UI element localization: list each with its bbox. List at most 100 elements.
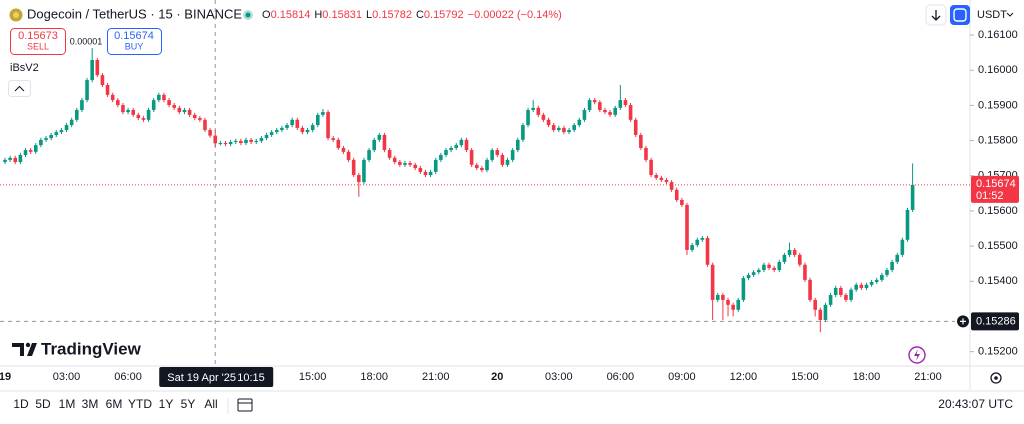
candle-body bbox=[192, 114, 197, 119]
spread: 0.00001 bbox=[70, 36, 103, 46]
ohlc-value: 0.15792 bbox=[424, 9, 464, 21]
sync-button[interactable] bbox=[950, 5, 970, 25]
candle-body bbox=[459, 139, 464, 146]
candle-body bbox=[59, 130, 64, 133]
sell-price: 0.15673 bbox=[18, 30, 58, 42]
settings-icon-center bbox=[994, 376, 998, 380]
candle-body bbox=[141, 118, 146, 120]
candle-body bbox=[833, 287, 838, 295]
y-tick-label: 0.15500 bbox=[978, 240, 1018, 252]
candle-body bbox=[674, 189, 679, 201]
current-price-box bbox=[971, 175, 1019, 203]
x-tick-label: 21:00 bbox=[914, 371, 942, 383]
candle-body bbox=[756, 270, 761, 273]
range-button[interactable]: All bbox=[204, 397, 217, 411]
candle-body bbox=[577, 119, 582, 126]
candle-body bbox=[669, 182, 674, 190]
candle-body bbox=[510, 150, 515, 160]
candle-body bbox=[274, 130, 279, 133]
crosshair-time: 10:15 bbox=[237, 372, 265, 384]
candle-body bbox=[715, 294, 720, 300]
candle-body bbox=[782, 254, 787, 262]
y-tick-label: 0.15200 bbox=[978, 346, 1018, 358]
range-button[interactable]: 1M bbox=[59, 397, 76, 411]
range-button[interactable]: 1D bbox=[13, 397, 29, 411]
candle-body bbox=[905, 209, 910, 240]
candle-body bbox=[162, 94, 166, 101]
candle-body bbox=[198, 118, 202, 120]
market-status-dot bbox=[245, 12, 251, 18]
candle-body bbox=[182, 109, 187, 113]
range-button[interactable]: YTD bbox=[128, 397, 152, 411]
candle-body bbox=[526, 109, 530, 126]
candle-body bbox=[746, 274, 751, 279]
candle-body bbox=[464, 139, 469, 151]
candle-body bbox=[618, 100, 623, 108]
candle-body bbox=[126, 109, 130, 113]
candle-body bbox=[546, 119, 551, 126]
candle-body bbox=[239, 140, 243, 144]
range-button[interactable]: 1Y bbox=[159, 397, 174, 411]
candle-body bbox=[567, 130, 571, 133]
y-tick-label: 0.15800 bbox=[978, 134, 1018, 146]
candle-body bbox=[736, 299, 741, 310]
candle-body bbox=[623, 100, 628, 106]
ohlc-value: 0.15782 bbox=[372, 9, 412, 21]
currency-caret bbox=[1006, 12, 1014, 17]
candle-body bbox=[787, 249, 792, 255]
candle-body bbox=[100, 75, 105, 85]
candle-body bbox=[633, 119, 638, 135]
range-button[interactable]: 6M bbox=[106, 397, 123, 411]
logo-mark-dot bbox=[25, 342, 31, 348]
candle-body bbox=[521, 125, 525, 140]
sell-button[interactable] bbox=[10, 28, 66, 55]
candle-body bbox=[803, 264, 807, 280]
candle-body bbox=[290, 119, 294, 126]
range-button[interactable]: 5D bbox=[35, 397, 51, 411]
candle-body bbox=[874, 279, 879, 282]
candle-body bbox=[721, 294, 725, 300]
candle-body bbox=[659, 177, 664, 180]
buy-button[interactable] bbox=[107, 28, 162, 55]
candle-body bbox=[367, 150, 371, 160]
sell-label: SELL bbox=[27, 41, 49, 51]
candle-body bbox=[644, 147, 648, 160]
x-tick-label: 06:00 bbox=[607, 371, 635, 383]
y-tick-label: 0.16000 bbox=[978, 64, 1018, 76]
candle-body bbox=[474, 164, 479, 169]
candle-body bbox=[90, 60, 94, 81]
date-range-icon[interactable] bbox=[237, 398, 253, 412]
candle-body bbox=[187, 109, 192, 115]
candle-body bbox=[885, 270, 889, 275]
candle-body bbox=[485, 159, 489, 171]
candle-body bbox=[515, 139, 520, 151]
currency[interactable]: USDT bbox=[977, 9, 1007, 21]
settings-icon[interactable] bbox=[990, 372, 1002, 384]
candle-body bbox=[439, 154, 443, 160]
range-button[interactable]: 3M bbox=[82, 397, 99, 411]
candle-body bbox=[382, 134, 387, 151]
symbol[interactable]: Dogecoin / TetherUS · 15 · BINANCE bbox=[27, 6, 242, 21]
range-button[interactable]: 5Y bbox=[181, 397, 196, 411]
candle-body bbox=[54, 132, 59, 135]
indicator-name[interactable]: iBsV2 bbox=[10, 62, 39, 74]
candle-body bbox=[695, 239, 700, 246]
collapse-button[interactable] bbox=[8, 80, 31, 97]
candle-body bbox=[146, 109, 151, 120]
clock[interactable]: 20:43:07 UTC bbox=[938, 397, 1013, 411]
candle-body bbox=[341, 147, 346, 152]
x-tick-label: 15:00 bbox=[791, 371, 819, 383]
candle-body bbox=[613, 107, 618, 115]
candle-body bbox=[490, 150, 494, 160]
candle-body bbox=[685, 204, 689, 250]
countdown: 01:52 bbox=[976, 190, 1004, 202]
candle-body bbox=[433, 159, 438, 172]
candle-body bbox=[726, 299, 730, 305]
candle-body bbox=[562, 127, 566, 133]
logo-text: TradingView bbox=[41, 339, 142, 358]
buy-price: 0.15674 bbox=[114, 30, 154, 42]
candle-body bbox=[572, 125, 576, 131]
collapse-icon bbox=[14, 85, 25, 92]
candle-body bbox=[710, 264, 715, 300]
crosshair-price-box bbox=[971, 312, 1019, 331]
